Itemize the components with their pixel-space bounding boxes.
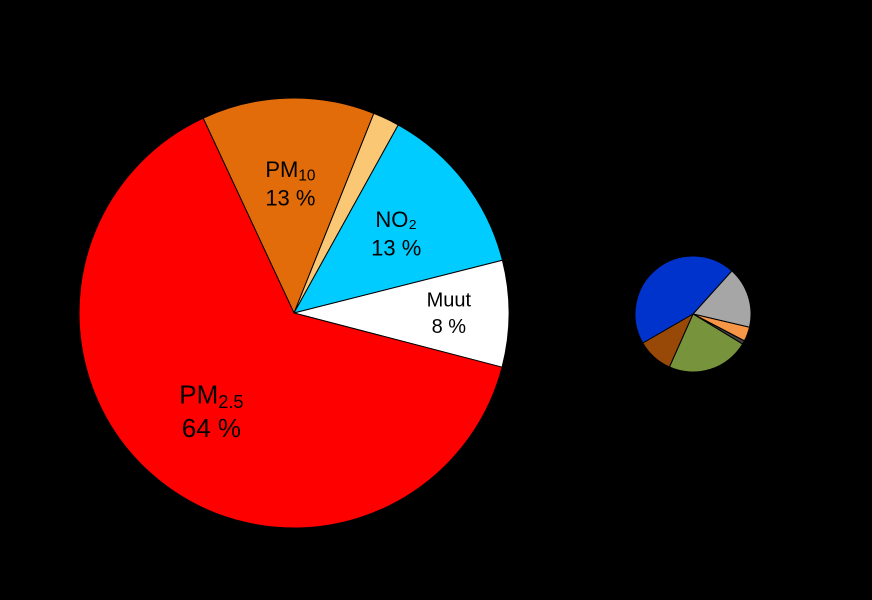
slice-label-text: NO₂ [375, 207, 417, 232]
slice-label: PM2.5 [179, 379, 243, 411]
value-label: 8 % [432, 316, 467, 338]
slice-label-subscript: 2.5 [218, 392, 243, 412]
pie-slice [78, 117, 503, 529]
pie-slice [202, 97, 375, 315]
slice-label: Muut [427, 290, 472, 312]
slice-label: NO₂ [375, 207, 417, 232]
pie-slice [692, 270, 752, 328]
value-label: 13 % [371, 236, 421, 261]
pie-slice [634, 255, 733, 344]
pie-slice [293, 124, 504, 314]
slice-label: PM10 [265, 157, 315, 185]
value-label: 64 % [182, 413, 241, 443]
pie-slice [293, 259, 510, 368]
pie-slice [668, 313, 744, 373]
slice-label-text: PM [265, 157, 298, 182]
value-label: 13 % [265, 185, 315, 210]
slice-label-subscript: 10 [298, 167, 315, 184]
slice-label-text: PM [179, 379, 218, 409]
slice-label-text: Muut [427, 290, 472, 312]
